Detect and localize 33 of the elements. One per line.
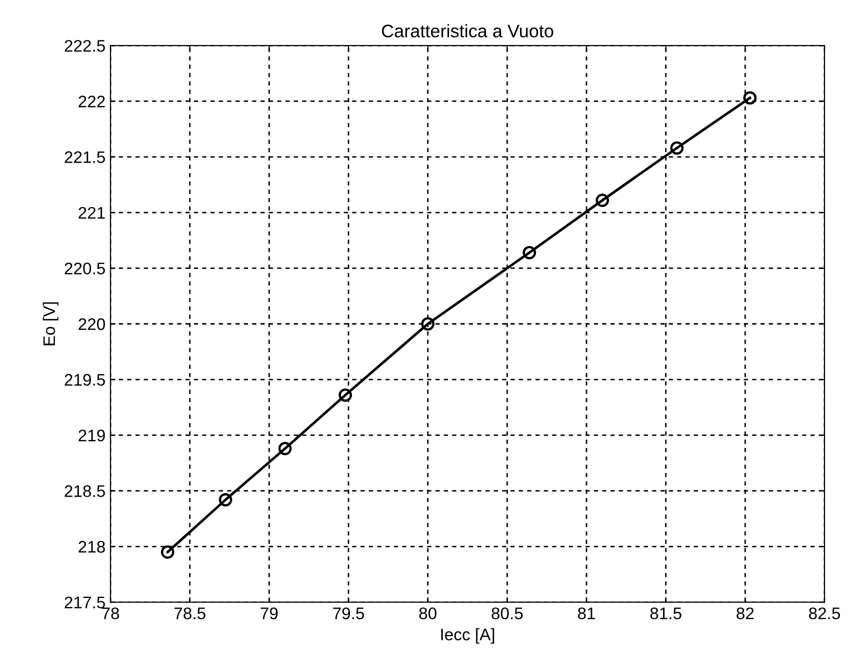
y-tick-label: 219 bbox=[78, 430, 105, 442]
y-tick-label: 221.5 bbox=[64, 151, 105, 164]
y-tick-label: 219.5 bbox=[64, 374, 105, 386]
x-tick-label: 81.5 bbox=[650, 607, 682, 620]
x-tick-label: 80.5 bbox=[492, 607, 523, 620]
x-tick-label: 80 bbox=[419, 607, 436, 620]
x-tick-label: 78.5 bbox=[174, 607, 206, 620]
point bbox=[670, 141, 684, 155]
point bbox=[743, 91, 757, 105]
x-tick-label: 78 bbox=[102, 607, 120, 620]
point bbox=[218, 493, 232, 506]
x-tick-label: 82 bbox=[736, 607, 754, 620]
point bbox=[160, 545, 174, 559]
point bbox=[278, 442, 292, 456]
x-tick-label: 81 bbox=[578, 607, 595, 620]
y-tick-label: 221 bbox=[78, 206, 105, 219]
y-tick-label: 217.5 bbox=[64, 596, 105, 608]
y-tick-label: 220.5 bbox=[64, 262, 105, 274]
chart-title: Caratteristica a Vuoto bbox=[382, 24, 554, 38]
x-tick-label: 82.5 bbox=[809, 607, 840, 620]
point bbox=[522, 246, 536, 260]
point bbox=[596, 194, 610, 207]
y-tick-label: 222 bbox=[78, 96, 105, 108]
y-tick-label: 218 bbox=[78, 540, 105, 553]
x-tick-label: 79.5 bbox=[333, 607, 364, 620]
point bbox=[338, 388, 352, 402]
y-tick-label: 222.5 bbox=[64, 40, 105, 52]
y-tick-label: 220 bbox=[78, 318, 105, 330]
y-axis-title: Eo [V] bbox=[42, 302, 58, 346]
point bbox=[421, 317, 434, 331]
x-axis-title: Iecc [A] bbox=[441, 628, 494, 644]
y-tick-label: 218.5 bbox=[64, 485, 105, 498]
x-tick-label: 79 bbox=[260, 607, 278, 620]
